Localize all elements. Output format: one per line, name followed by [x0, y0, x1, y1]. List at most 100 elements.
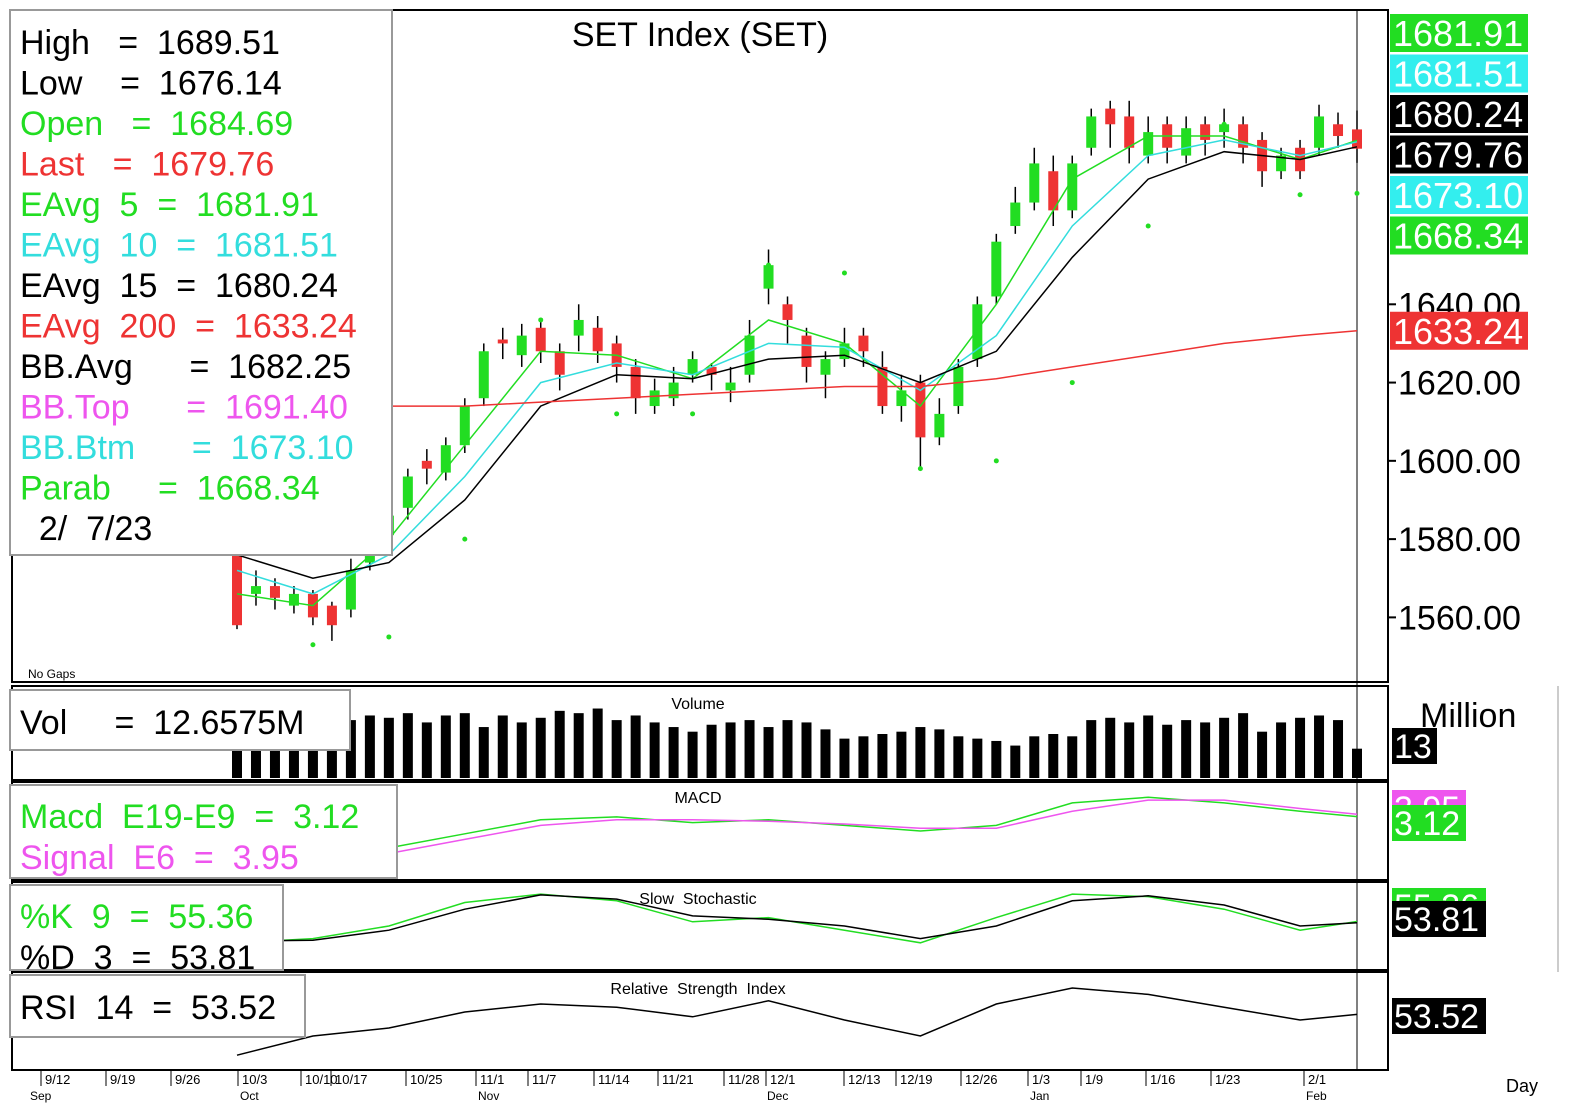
month-label: Dec: [767, 1089, 788, 1103]
price-badge-label: 1681.51: [1393, 54, 1523, 95]
macd-badge: [1392, 805, 1466, 841]
candle-body: [459, 406, 470, 446]
candle-body: [915, 382, 926, 438]
volume-bar: [706, 724, 717, 778]
info-line: EAvg 15 = 1680.24: [20, 267, 338, 305]
macd-line: [236, 799, 1358, 866]
date-label: 10/10: [305, 1072, 338, 1087]
parab-dot: [766, 262, 772, 268]
rsi-line: [236, 987, 1358, 1056]
rsi-badge: [1392, 998, 1486, 1034]
ema-line: [237, 330, 1358, 407]
volume-bar: [1238, 713, 1249, 778]
date-label: 1/16: [1150, 1072, 1175, 1087]
info-line: BB.Avg = 1682.25: [20, 348, 351, 386]
candle-body: [516, 335, 527, 356]
volume-bar: [1352, 748, 1362, 778]
macd-badge-label: 3.12: [1394, 805, 1460, 843]
candle-body: [232, 554, 242, 626]
month-label: Jan: [1030, 1089, 1049, 1103]
date-label: 1/23: [1215, 1072, 1240, 1087]
volume-bar: [1029, 736, 1040, 778]
volume-bar: [232, 727, 242, 778]
volume-bar: [383, 717, 394, 778]
volume-bar: [611, 720, 622, 778]
volume-bar: [516, 722, 527, 778]
volume-bar: [915, 727, 926, 778]
date-label: 11/21: [662, 1072, 694, 1087]
volume-bar: [820, 729, 831, 778]
candle-body: [1200, 124, 1211, 140]
info-line: BB.Btm = 1673.10: [20, 429, 354, 467]
volume-bar: [953, 736, 964, 778]
date-label: 12/13: [848, 1072, 881, 1087]
parab-dot: [386, 634, 392, 640]
ema200-badge: [1390, 311, 1528, 350]
info-line: Parab = 1668.34: [20, 470, 320, 508]
period-label: Day: [1506, 1076, 1538, 1096]
price-badge-label: 1680.24: [1393, 94, 1523, 135]
volume-bar: [1162, 724, 1173, 778]
ema-line: [236, 139, 1358, 595]
date-label: 10/25: [410, 1072, 443, 1087]
volume-bar: [459, 713, 470, 778]
volume-bar: [1200, 722, 1211, 778]
macd-box: [9, 784, 398, 879]
candle-body: [592, 327, 603, 352]
rsi-badge-label: 53.52: [1394, 998, 1479, 1036]
ema-line: [236, 135, 1358, 607]
volume-bar: [1124, 722, 1135, 778]
volume-bar: [1276, 722, 1287, 778]
candle-body: [1010, 202, 1021, 227]
date-label: 1/3: [1032, 1072, 1050, 1087]
candle-body: [421, 460, 432, 469]
parab-dot: [1221, 121, 1227, 127]
rsi-title: Relative Strength Index: [610, 981, 785, 998]
date-label: 12/1: [770, 1072, 795, 1087]
info-line: BB.Top = 1691.40: [20, 389, 348, 427]
info-box: [9, 9, 393, 556]
volume-bar: [1314, 715, 1325, 778]
date-label: 11/14: [598, 1072, 630, 1087]
candle-body: [1238, 124, 1249, 148]
parab-dot: [1145, 223, 1151, 229]
candle-body: [288, 593, 299, 606]
price-badge: [1390, 216, 1528, 255]
parab-dot: [690, 411, 696, 417]
chart-title: SET Index (SET): [572, 16, 828, 54]
ema-line: [236, 146, 1358, 579]
parab-dot: [993, 458, 999, 464]
candle-body: [326, 605, 337, 626]
macd-box-text: Macd E19-E9 = 3.12: [20, 798, 359, 836]
volume-bar: [896, 731, 907, 778]
candle-body: [1333, 124, 1344, 137]
date-label: 10/3: [242, 1072, 267, 1087]
candle-body: [858, 335, 869, 352]
candle-body: [535, 327, 546, 352]
rsi-box-text: RSI 14 = 53.52: [20, 989, 276, 1027]
parab-dot: [1297, 192, 1303, 198]
volume-bar: [839, 738, 850, 778]
candle-body: [725, 382, 736, 391]
y-tick-label: 1600.00: [1398, 443, 1521, 481]
volume-bar: [668, 727, 679, 778]
candle-body: [1276, 155, 1287, 172]
candle-body: [706, 366, 717, 375]
volume-box-text: Vol = 12.6575M: [20, 704, 304, 742]
candle-body: [953, 366, 964, 407]
volume-bar: [649, 722, 660, 778]
candle-body: [1352, 129, 1362, 149]
price-badge: [1390, 176, 1528, 214]
overlays: 1560.001580.001600.001620.001640.00High …: [9, 9, 1538, 1103]
parab-dot: [917, 466, 923, 472]
volume-bar: [535, 717, 546, 778]
parab-dot: [462, 536, 468, 542]
volume-bar: [1048, 734, 1059, 778]
price-badge: [1390, 14, 1528, 52]
stoch-badge: [1392, 901, 1486, 937]
price-badge: [1390, 95, 1528, 133]
volume-bar: [1067, 736, 1078, 778]
volume-badge: [1392, 728, 1437, 764]
volume-badge-label: 13: [1394, 728, 1432, 766]
